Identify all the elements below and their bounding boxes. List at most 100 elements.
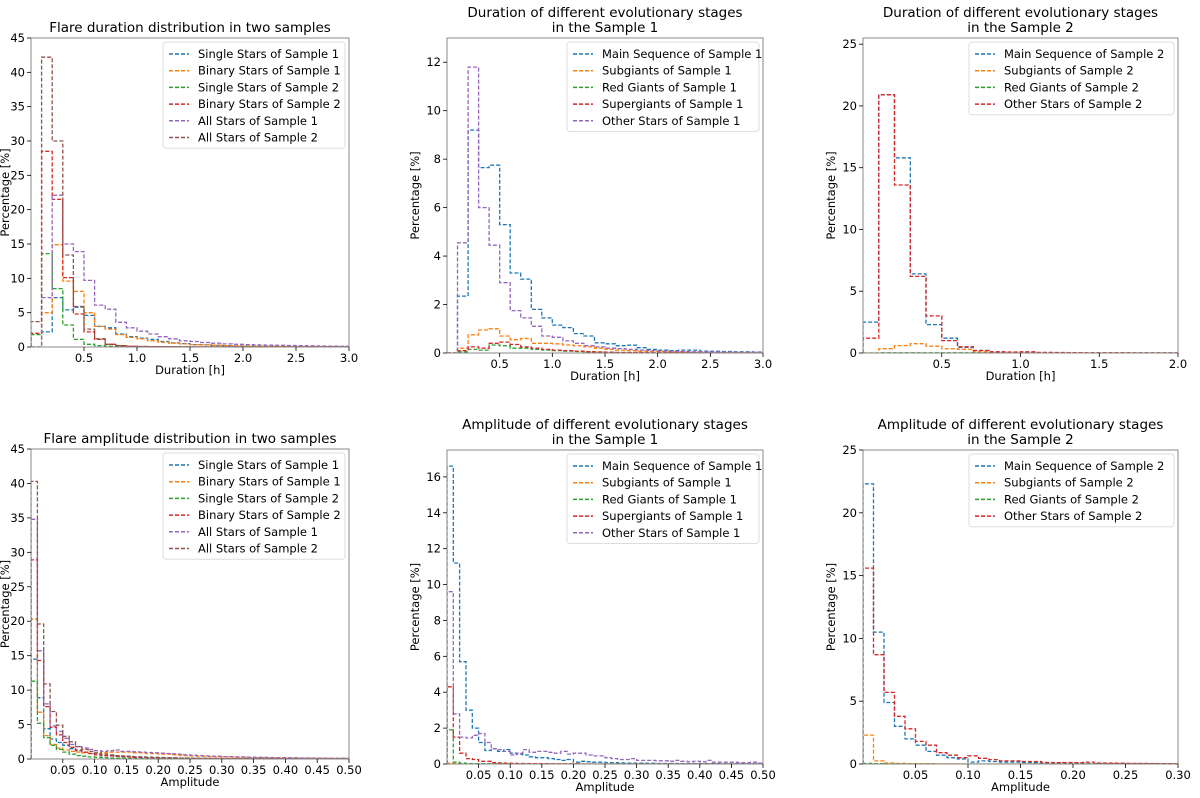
series-line-5 bbox=[31, 518, 349, 759]
x-tick-label: 0.30 bbox=[624, 768, 650, 782]
legend-item: Other Stars of Sample 1 bbox=[573, 114, 740, 128]
series-line-2 bbox=[31, 618, 349, 759]
y-tick-label: 4 bbox=[434, 249, 441, 263]
legend-item: Main Sequence of Sample 1 bbox=[573, 459, 762, 473]
legend-item: Binary Stars of Sample 1 bbox=[169, 475, 341, 489]
y-tick-label: 15 bbox=[10, 649, 25, 663]
y-tick-label: 2 bbox=[434, 721, 441, 735]
legend-item: Single Stars of Sample 1 bbox=[169, 458, 339, 472]
y-tick-label: 35 bbox=[10, 100, 25, 114]
legend-box bbox=[162, 452, 346, 560]
x-tick-label: 1.0 bbox=[543, 357, 561, 371]
series-line-3 bbox=[31, 252, 349, 347]
legend: Main Sequence of Sample 2 Subgiants of Sa… bbox=[968, 453, 1175, 528]
series-line-1 bbox=[863, 483, 1178, 764]
legend-item: Red Giants of Sample 1 bbox=[573, 80, 737, 94]
x-tick-label: 2.0 bbox=[1169, 357, 1187, 371]
y-tick-label: 0 bbox=[850, 346, 857, 360]
y-tick-label: 6 bbox=[434, 201, 441, 215]
legend-box bbox=[968, 41, 1175, 116]
y-tick-label: 10 bbox=[10, 683, 25, 697]
series-line-3 bbox=[447, 729, 763, 764]
x-tick-label: 0.20 bbox=[561, 768, 587, 782]
legend-item: Red Giants of Sample 2 bbox=[975, 80, 1139, 94]
x-tick-label: 0.35 bbox=[655, 768, 681, 782]
chart-title: Flare duration distribution in two sampl… bbox=[49, 20, 331, 36]
legend-item: All Stars of Sample 2 bbox=[169, 131, 318, 145]
chart-panel-2: Duration of different evolutionary stage… bbox=[408, 5, 772, 383]
y-tick-label: 0 bbox=[434, 757, 441, 771]
chart-title: Duration of different evolutionary stage… bbox=[883, 5, 1158, 21]
legend-item: Binary Stars of Sample 2 bbox=[169, 508, 341, 522]
legend-label: All Stars of Sample 2 bbox=[198, 542, 318, 556]
legend-box bbox=[566, 41, 760, 132]
x-tick-label: 0.50 bbox=[336, 763, 362, 777]
legend-item: Main Sequence of Sample 2 bbox=[975, 459, 1164, 473]
legend-item: Single Stars of Sample 2 bbox=[169, 80, 339, 94]
legend-item: Supergiants of Sample 1 bbox=[573, 97, 743, 111]
y-tick-label: 8 bbox=[434, 613, 441, 627]
legend-label: Supergiants of Sample 1 bbox=[602, 509, 743, 523]
y-tick-label: 4 bbox=[434, 685, 441, 699]
y-tick-label: 15 bbox=[842, 569, 857, 583]
x-tick-label: 0.40 bbox=[687, 768, 713, 782]
y-tick-label: 45 bbox=[10, 442, 25, 456]
y-tick-label: 0 bbox=[18, 340, 25, 354]
x-tick-label: 0.10 bbox=[497, 768, 523, 782]
x-tick-label: 0.25 bbox=[177, 763, 203, 777]
series-line-5 bbox=[447, 66, 763, 353]
x-axis-label: Duration [h] bbox=[155, 363, 225, 377]
legend: Single Stars of Sample 1 Binary Stars of … bbox=[162, 41, 346, 149]
legend-label: Single Stars of Sample 1 bbox=[198, 458, 339, 472]
y-tick-label: 20 bbox=[842, 99, 857, 113]
y-tick-label: 16 bbox=[426, 470, 441, 484]
chart-title: Duration of different evolutionary stage… bbox=[467, 5, 742, 21]
legend-label: All Stars of Sample 2 bbox=[198, 131, 318, 145]
y-tick-label: 20 bbox=[10, 614, 25, 628]
legend: Main Sequence of Sample 1 Subgiants of Sa… bbox=[566, 453, 762, 544]
y-tick-label: 45 bbox=[10, 31, 25, 45]
x-tick-label: 0.5 bbox=[75, 351, 93, 365]
x-tick-label: 0.20 bbox=[145, 763, 171, 777]
y-tick-label: 30 bbox=[10, 134, 25, 148]
x-tick-label: 0.20 bbox=[1060, 768, 1086, 782]
y-tick-label: 20 bbox=[842, 506, 857, 520]
legend-item: Red Giants of Sample 1 bbox=[573, 492, 737, 506]
legend-item: Main Sequence of Sample 1 bbox=[573, 47, 762, 61]
y-tick-label: 8 bbox=[434, 152, 441, 166]
x-tick-label: 2.0 bbox=[234, 351, 252, 365]
legend-item: Binary Stars of Sample 1 bbox=[169, 64, 341, 78]
y-tick-label: 10 bbox=[842, 631, 857, 645]
legend-label: Subgiants of Sample 1 bbox=[602, 476, 732, 490]
legend-label: Binary Stars of Sample 1 bbox=[198, 475, 341, 489]
legend-label: Other Stars of Sample 1 bbox=[602, 114, 740, 128]
y-tick-label: 20 bbox=[10, 203, 25, 217]
x-axis-label: Duration [h] bbox=[986, 369, 1056, 383]
y-tick-label: 25 bbox=[842, 37, 857, 51]
y-axis-label: Percentage [%] bbox=[408, 563, 422, 651]
x-tick-label: 0.25 bbox=[1113, 768, 1139, 782]
legend-item: Single Stars of Sample 1 bbox=[169, 47, 339, 61]
legend-label: Single Stars of Sample 2 bbox=[198, 80, 339, 94]
series-line-1 bbox=[447, 129, 763, 353]
legend-label: Binary Stars of Sample 1 bbox=[198, 64, 341, 78]
y-tick-label: 25 bbox=[842, 443, 857, 457]
x-tick-label: 2.5 bbox=[287, 351, 305, 365]
x-tick-label: 0.10 bbox=[82, 763, 108, 777]
y-tick-label: 10 bbox=[426, 104, 441, 118]
chart-title: Flare amplitude distribution in two samp… bbox=[44, 431, 337, 447]
x-tick-label: 0.50 bbox=[750, 768, 776, 782]
x-axis-label: Amplitude bbox=[991, 780, 1050, 794]
y-axis-label: Percentage [%] bbox=[824, 563, 838, 651]
legend-item: Subgiants of Sample 2 bbox=[975, 64, 1134, 78]
chart-title: in the Sample 2 bbox=[967, 432, 1074, 448]
x-tick-label: 0.10 bbox=[955, 768, 981, 782]
legend-item: All Stars of Sample 2 bbox=[169, 542, 318, 556]
x-tick-label: 0.30 bbox=[209, 763, 235, 777]
x-tick-label: 2.0 bbox=[649, 357, 667, 371]
x-tick-label: 0.15 bbox=[114, 763, 140, 777]
x-tick-label: 1.0 bbox=[128, 351, 146, 365]
chart-panel-1: Flare duration distribution in two sampl… bbox=[0, 20, 358, 377]
y-tick-label: 14 bbox=[426, 506, 441, 520]
